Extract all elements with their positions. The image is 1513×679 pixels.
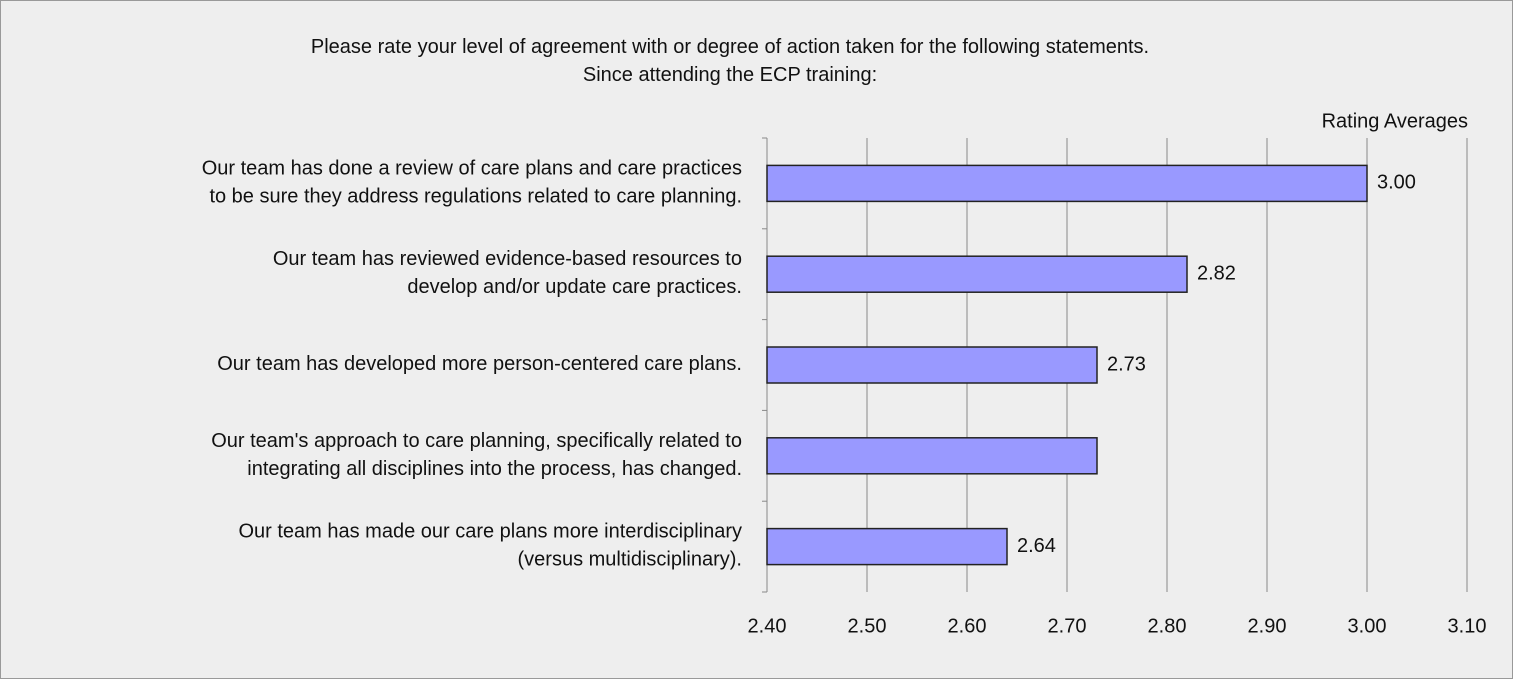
x-tick-label: 2.40 bbox=[748, 615, 787, 637]
y-tick-label: Our team has done a review of care plans… bbox=[202, 158, 742, 208]
x-tick-label: 3.00 bbox=[1348, 615, 1387, 637]
y-tick-label: Our team has made our care plans more in… bbox=[238, 521, 742, 571]
x-tick-label: 2.80 bbox=[1148, 615, 1187, 637]
y-tick-label: Our team's approach to care planning, sp… bbox=[211, 430, 742, 480]
x-tick-label: 3.10 bbox=[1448, 615, 1487, 637]
chart-title: Please rate your level of agreement with… bbox=[311, 36, 1149, 86]
x-tick-label: 2.70 bbox=[1048, 615, 1087, 637]
bar bbox=[766, 437, 1098, 475]
bar bbox=[766, 346, 1098, 384]
data-label: 2.64 bbox=[1017, 535, 1056, 557]
data-label: 2.82 bbox=[1197, 262, 1236, 284]
x-tick-label: 2.90 bbox=[1248, 615, 1287, 637]
x-tick-label: 2.60 bbox=[948, 615, 987, 637]
x-tick-label: 2.50 bbox=[848, 615, 887, 637]
bar bbox=[766, 527, 1008, 566]
legend-label: Rating Averages bbox=[1322, 110, 1468, 132]
bar bbox=[766, 164, 1368, 203]
data-label: 2.73 bbox=[1107, 353, 1146, 375]
y-tick-label: Our team has reviewed evidence-based res… bbox=[273, 248, 742, 298]
bar bbox=[766, 255, 1188, 293]
y-tick-label: Our team has developed more person-cente… bbox=[217, 353, 742, 375]
data-label: 3.00 bbox=[1377, 172, 1416, 194]
